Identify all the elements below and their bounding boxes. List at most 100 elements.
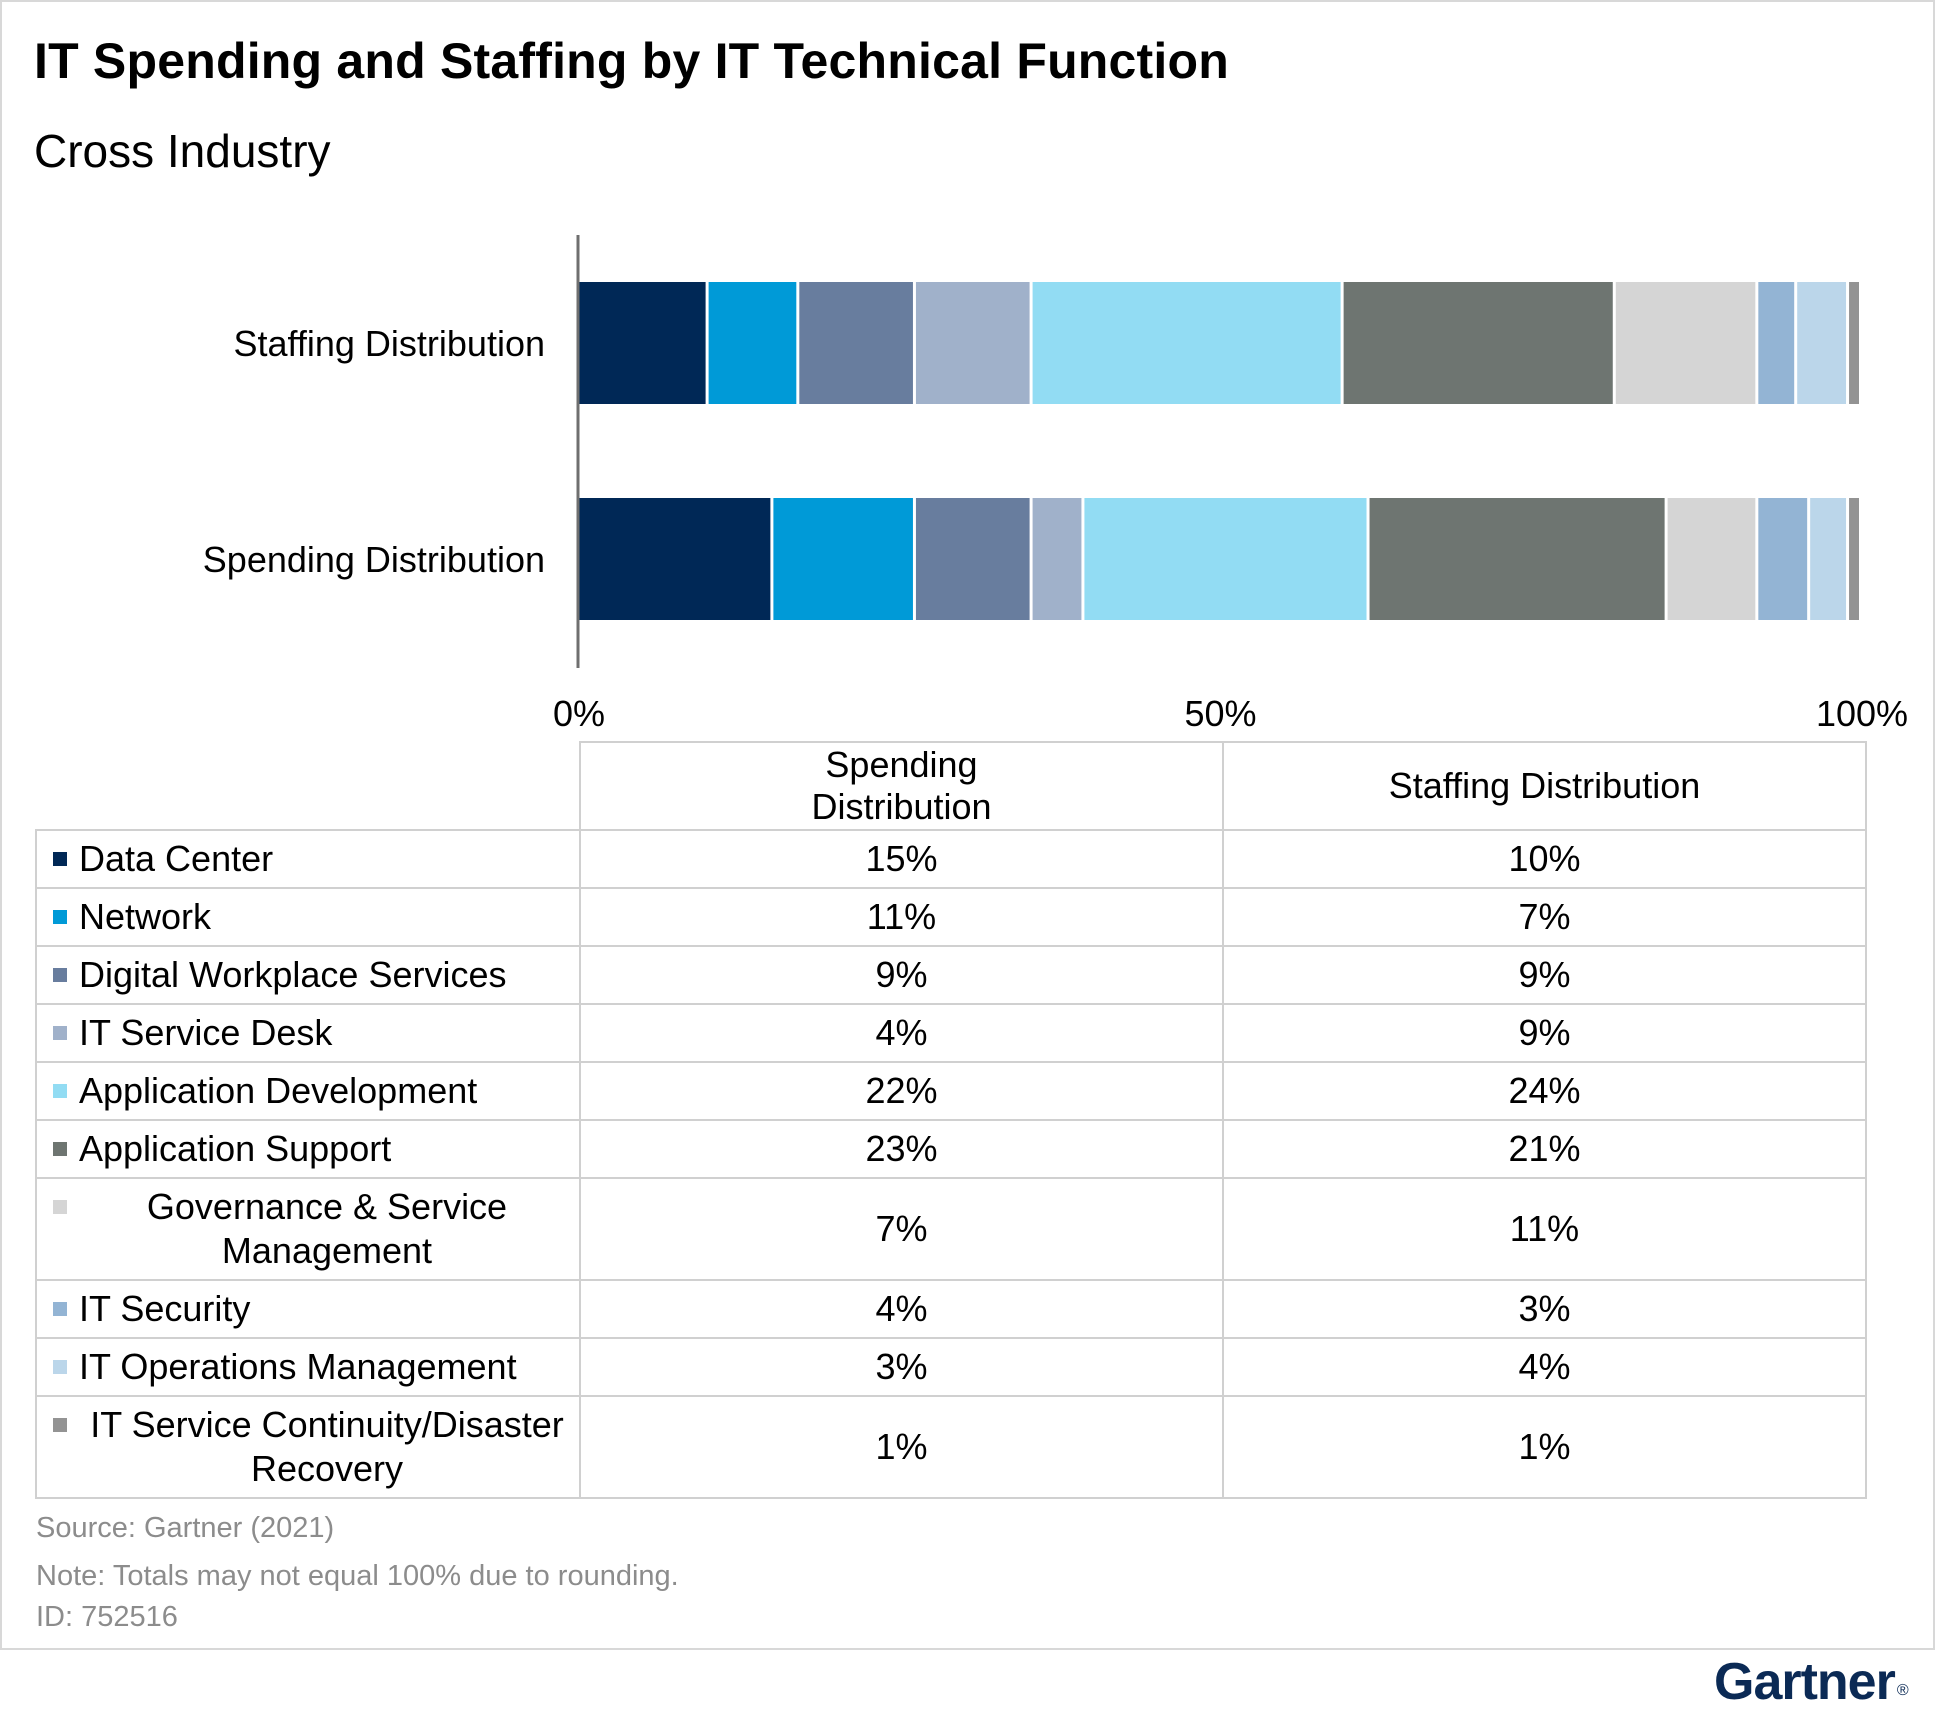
category-axis-label: Spending Distribution bbox=[203, 539, 545, 580]
chart-title: IT Spending and Staffing by IT Technical… bbox=[34, 33, 1229, 89]
category-axis-label: Staffing Distribution bbox=[233, 323, 545, 364]
bar-segment bbox=[579, 498, 771, 620]
chart-subtitle: Cross Industry bbox=[34, 125, 331, 177]
staffing-value: 4% bbox=[1222, 1337, 1867, 1397]
bar-segment bbox=[579, 282, 706, 404]
staffing-value: 3% bbox=[1222, 1279, 1867, 1339]
category-cell: Governance & Service Management bbox=[35, 1177, 581, 1281]
category-cell: Data Center bbox=[35, 829, 581, 889]
legend-swatch bbox=[53, 1360, 67, 1374]
stacked-bar-chart: Staffing Distribution Spending Distributi… bbox=[203, 235, 1908, 734]
category-label: Data Center bbox=[79, 838, 274, 879]
category-label: Governance & Service Management bbox=[146, 1186, 508, 1271]
category-label: IT Operations Management bbox=[79, 1346, 517, 1387]
table-row: IT Operations Management 3% 4% bbox=[35, 1337, 1867, 1397]
legend-swatch bbox=[53, 1200, 67, 1214]
legend-swatch bbox=[53, 1142, 67, 1156]
registered-mark: ® bbox=[1896, 1682, 1909, 1699]
category-cell: Network bbox=[35, 887, 581, 947]
category-cell: IT Service Desk bbox=[35, 1003, 581, 1063]
bar-segment bbox=[1615, 282, 1756, 404]
x-tick-label: 50% bbox=[1184, 693, 1256, 734]
legend-swatch bbox=[53, 852, 67, 866]
x-tick-label: 100% bbox=[1816, 693, 1908, 734]
data-table: Spending Distribution Staffing Distribut… bbox=[35, 741, 1867, 1499]
legend-swatch bbox=[53, 910, 67, 924]
bar-segment bbox=[1032, 282, 1341, 404]
spending-value: 7% bbox=[579, 1177, 1224, 1281]
legend-swatch bbox=[53, 968, 67, 982]
table-body: Data Center 15% 10% Network 11% 7% Digital Wor… bbox=[35, 829, 1867, 1499]
table-row: IT Service Desk 4% 9% bbox=[35, 1003, 1867, 1063]
table-row: IT Security 4% 3% bbox=[35, 1279, 1867, 1339]
category-cell: IT Security bbox=[35, 1279, 581, 1339]
category-label: IT Service Continuity/Disaster Recovery bbox=[90, 1404, 564, 1489]
category-label: IT Service Desk bbox=[79, 1012, 333, 1053]
bar-segment bbox=[773, 498, 913, 620]
spending-value: 15% bbox=[579, 829, 1224, 889]
table-header-row: Spending Distribution Staffing Distribut… bbox=[36, 741, 1867, 831]
legend-swatch bbox=[53, 1026, 67, 1040]
table-row: Digital Workplace Services 9% 9% bbox=[35, 945, 1867, 1005]
logo-text: Gartner bbox=[1714, 1653, 1896, 1711]
category-cell: Application Development bbox=[35, 1061, 581, 1121]
category-cell: IT Operations Management bbox=[35, 1337, 581, 1397]
table-header-spending: Spending Distribution bbox=[579, 741, 1224, 831]
table-row: Data Center 15% 10% bbox=[35, 829, 1867, 889]
bar-segment bbox=[1849, 498, 1859, 620]
bar-segment bbox=[1758, 498, 1808, 620]
table-row: Governance & Service Management 7% 11% bbox=[35, 1177, 1867, 1281]
figure-id: ID: 752516 bbox=[36, 1601, 178, 1633]
table-row: IT Service Continuity/Disaster Recovery 1… bbox=[35, 1395, 1867, 1499]
bar-segment bbox=[1084, 498, 1367, 620]
staffing-value: 11% bbox=[1222, 1177, 1867, 1281]
table-row: Application Development 22% 24% bbox=[35, 1061, 1867, 1121]
bar-segment bbox=[1369, 498, 1665, 620]
bar-segment bbox=[1758, 282, 1795, 404]
legend-swatch bbox=[53, 1302, 67, 1316]
rounding-note: Note: Totals may not equal 100% due to r… bbox=[36, 1560, 679, 1592]
bar-segment bbox=[799, 282, 913, 404]
bar-segment bbox=[1849, 282, 1859, 404]
bar-segment bbox=[1667, 498, 1756, 620]
figure-frame: IT Spending and Staffing by IT Technical… bbox=[0, 0, 1935, 1650]
category-cell: IT Service Continuity/Disaster Recovery bbox=[35, 1395, 581, 1499]
table-row: Application Support 23% 21% bbox=[35, 1119, 1867, 1179]
category-label: IT Security bbox=[79, 1288, 251, 1329]
source-note: Source: Gartner (2021) bbox=[36, 1512, 335, 1544]
bar-segment bbox=[915, 498, 1030, 620]
spending-value: 9% bbox=[579, 945, 1224, 1005]
staffing-value: 10% bbox=[1222, 829, 1867, 889]
gartner-logo: Gartner ® bbox=[1714, 1652, 1909, 1712]
category-cell: Application Support bbox=[35, 1119, 581, 1179]
bar-segment bbox=[1343, 282, 1613, 404]
bar-segment bbox=[1032, 498, 1082, 620]
category-label: Digital Workplace Services bbox=[79, 954, 507, 995]
staffing-value: 7% bbox=[1222, 887, 1867, 947]
category-label: Application Support bbox=[79, 1128, 392, 1169]
bar-segment bbox=[708, 282, 797, 404]
spending-value: 4% bbox=[579, 1003, 1224, 1063]
bar-segment bbox=[1797, 282, 1847, 404]
spending-value: 22% bbox=[579, 1061, 1224, 1121]
x-tick-label: 0% bbox=[553, 693, 605, 734]
bar-segment bbox=[915, 282, 1030, 404]
spending-value: 4% bbox=[579, 1279, 1224, 1339]
category-label: Network bbox=[79, 896, 212, 937]
bar-segment bbox=[1810, 498, 1847, 620]
spending-value: 11% bbox=[579, 887, 1224, 947]
table-corner-cell bbox=[36, 742, 581, 831]
category-label: Application Development bbox=[79, 1070, 478, 1111]
staffing-value: 9% bbox=[1222, 1003, 1867, 1063]
spending-value: 3% bbox=[579, 1337, 1224, 1397]
staffing-value: 24% bbox=[1222, 1061, 1867, 1121]
spending-value: 23% bbox=[579, 1119, 1224, 1179]
category-cell: Digital Workplace Services bbox=[35, 945, 581, 1005]
table-header-staffing: Staffing Distribution bbox=[1222, 741, 1867, 831]
staffing-value: 1% bbox=[1222, 1395, 1867, 1499]
legend-swatch bbox=[53, 1418, 67, 1432]
table-row: Network 11% 7% bbox=[35, 887, 1867, 947]
spending-value: 1% bbox=[579, 1395, 1224, 1499]
legend-swatch bbox=[53, 1084, 67, 1098]
staffing-value: 21% bbox=[1222, 1119, 1867, 1179]
